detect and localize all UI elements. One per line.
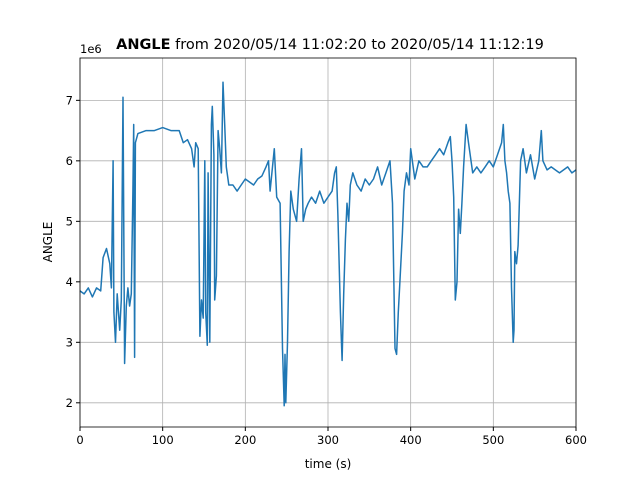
y-tick-label: 6 [66, 154, 73, 168]
data-line [79, 81, 577, 407]
x-tick-label: 400 [400, 433, 422, 447]
y-tick-label: 4 [66, 275, 73, 289]
y-axis-label: ANGLE [41, 222, 55, 263]
x-tick-label: 300 [317, 433, 339, 447]
x-tick-label: 600 [565, 433, 587, 447]
x-tick-label: 500 [482, 433, 504, 447]
y-tick-label: 5 [66, 214, 73, 228]
x-axis-label: time (s) [305, 457, 352, 471]
chart-title: ANGLE from 2020/05/14 11:02:20 to 2020/0… [116, 37, 544, 53]
x-tick-label: 200 [234, 433, 256, 447]
x-tick-label: 100 [152, 433, 174, 447]
y-offset-label: 1e6 [80, 42, 102, 56]
y-tick-label: 7 [66, 93, 73, 107]
plot-frame [79, 57, 577, 428]
x-tick-label: 0 [76, 433, 83, 447]
title-rest: from 2020/05/14 11:02:20 to 2020/05/14 1… [171, 37, 544, 53]
title-bold: ANGLE [116, 37, 170, 53]
y-tick-label: 2 [66, 396, 73, 410]
y-tick-label: 3 [66, 335, 73, 349]
